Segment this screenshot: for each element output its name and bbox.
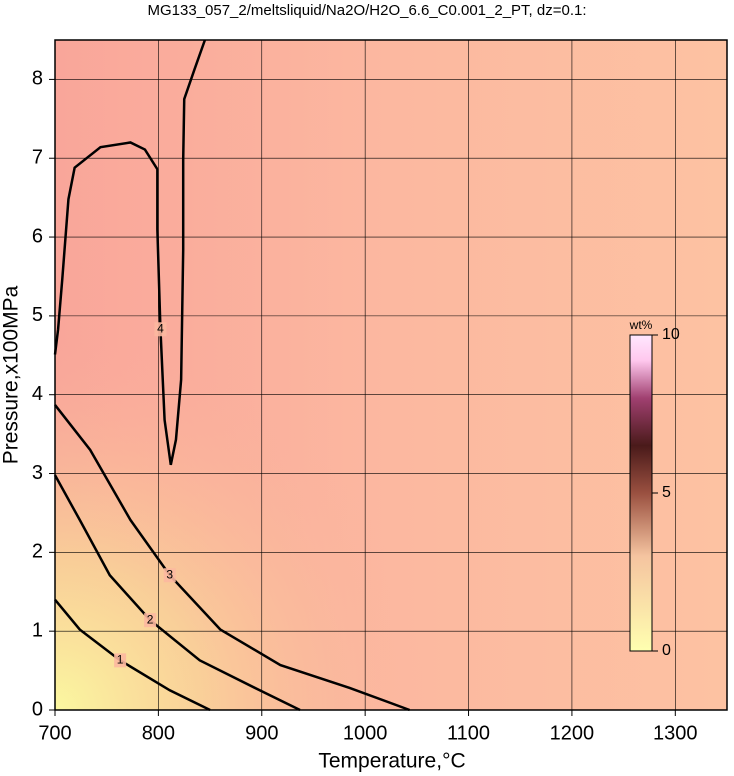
contour-label-bg <box>163 568 176 583</box>
x-tick-label: 700 <box>38 722 71 744</box>
contour-label: 3 <box>166 567 173 581</box>
y-tick-label: 0 <box>32 698 43 720</box>
contour-label-bg <box>114 653 127 668</box>
x-tick-label: 1300 <box>653 722 698 744</box>
contour-label: 2 <box>147 612 154 626</box>
y-tick-label: 5 <box>32 304 43 326</box>
x-tick-label: 1200 <box>550 722 595 744</box>
colorbar-tick-label: 0 <box>662 642 671 659</box>
y-tick-label: 4 <box>32 383 43 405</box>
contour-label-bg <box>154 322 167 337</box>
x-tick-label: 800 <box>142 722 175 744</box>
y-tick-label: 2 <box>32 541 43 563</box>
chart-title: MG133_057_2/meltsliquid/Na2O/H2O_6.6_C0.… <box>147 2 586 19</box>
colorbar-tick-label: 5 <box>662 484 671 501</box>
contour-label-bg <box>144 613 157 628</box>
y-tick-label: 1 <box>32 619 43 641</box>
contour-label: 1 <box>117 653 124 667</box>
contour-label: 4 <box>157 321 164 335</box>
x-tick-label: 900 <box>245 722 278 744</box>
x-axis-label: Temperature,°C <box>318 750 465 773</box>
x-tick-label: 1000 <box>343 722 388 744</box>
x-tick-label: 1100 <box>447 722 490 744</box>
y-tick-label: 8 <box>32 68 43 90</box>
y-axis-label: Pressure,x100MPa <box>0 285 23 464</box>
y-tick-label: 3 <box>32 462 43 484</box>
contour-line <box>54 404 411 712</box>
plot-shading <box>55 40 727 710</box>
colorbar-tick-label: 10 <box>662 326 680 343</box>
plot-frame <box>54 39 728 711</box>
y-tick-label: 7 <box>32 147 43 169</box>
y-tick-label: 6 <box>32 225 43 247</box>
colorbar <box>629 334 653 652</box>
colorbar-label: wt% <box>629 318 653 332</box>
contour-line <box>53 39 207 466</box>
